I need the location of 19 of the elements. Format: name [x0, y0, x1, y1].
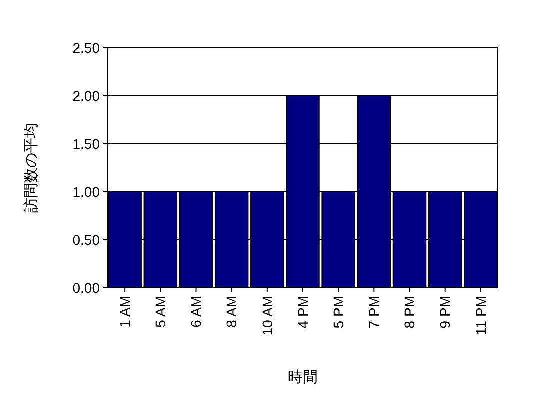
y-tick-label: 1.00 — [72, 184, 100, 200]
x-tick-label: 7 PM — [366, 296, 382, 329]
y-axis-title: 訪問数の平均 — [23, 123, 40, 213]
x-tick-label: 11 PM — [472, 296, 489, 336]
x-tick-label: 8 AM — [224, 296, 240, 328]
x-axis-title: 時間 — [288, 369, 318, 386]
y-tick-label: 1.50 — [72, 136, 100, 152]
y-tick-label: 2.00 — [72, 88, 100, 104]
x-tick-label: 5 PM — [330, 296, 346, 329]
y-tick-label: 0.50 — [72, 232, 100, 248]
x-tick-label: 4 PM — [294, 296, 311, 329]
x-tick-label: 6 AM — [188, 296, 204, 328]
x-tick-label: 10 AM — [259, 296, 276, 336]
x-tick-label: 9 PM — [437, 296, 454, 329]
y-tick-label: 0.00 — [72, 280, 100, 296]
y-tick-label: 2.50 — [72, 40, 100, 56]
x-tick-label: 5 AM — [152, 296, 169, 328]
x-tick-label: 8 PM — [402, 296, 418, 329]
x-tick-label: 1 AM — [116, 296, 133, 328]
